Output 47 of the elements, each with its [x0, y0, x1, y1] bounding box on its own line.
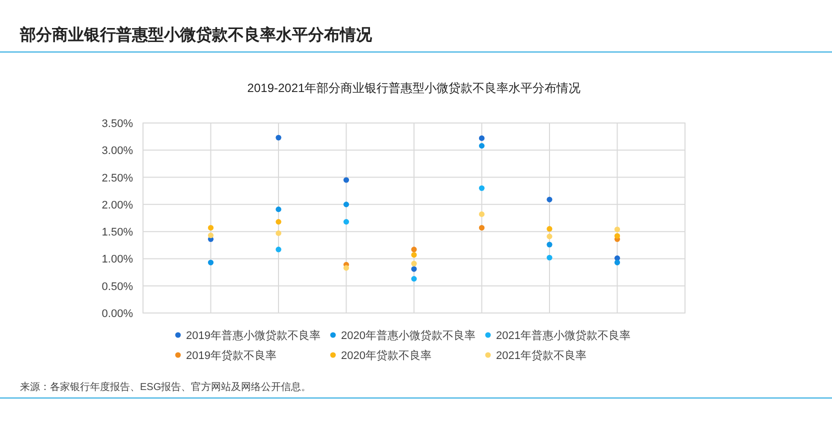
y-tick-label: 3.00% — [102, 145, 134, 158]
point — [343, 219, 350, 225]
point — [614, 226, 620, 232]
point — [276, 206, 282, 212]
point — [478, 143, 485, 149]
point — [208, 232, 214, 238]
point — [343, 265, 350, 271]
legend-label: 2021年普惠小微贷款不良率 — [496, 329, 630, 342]
y-tick-label: 0.00% — [102, 308, 134, 320]
y-tick-label: 0.50% — [102, 280, 134, 293]
point — [208, 224, 214, 231]
point — [208, 260, 214, 266]
chart-subtitle: 2019-2021年部分商业银行普惠型小微贷款不良率水平分布情况 — [247, 81, 581, 95]
point — [411, 266, 417, 272]
source-note: 来源：各家银行年度报告、ESG报告、官方网站及网络公开信息。 — [20, 381, 312, 393]
point — [614, 260, 620, 266]
legend-label: 2021年贷款不良率 — [496, 349, 586, 362]
point — [478, 211, 485, 217]
point — [411, 260, 417, 266]
y-tick-label: 2.00% — [102, 199, 134, 212]
point — [478, 185, 485, 191]
legend-label: 2020年普惠小微贷款不良率 — [341, 329, 476, 342]
point — [546, 226, 552, 232]
point — [276, 219, 282, 225]
point — [614, 233, 620, 239]
point — [478, 135, 485, 141]
chart-title: 部分商业银行普惠型小微贷款不良率水平分布情况 — [19, 25, 373, 44]
point — [478, 224, 485, 231]
point — [546, 254, 552, 260]
y-tick-label: 1.00% — [102, 254, 134, 266]
point — [411, 276, 417, 282]
point — [411, 246, 417, 252]
point — [343, 177, 350, 183]
point — [546, 196, 552, 202]
y-tick-label: 2.50% — [102, 172, 134, 184]
point — [411, 252, 417, 258]
point — [546, 234, 552, 240]
y-tick-label: 3.50% — [102, 118, 134, 130]
point — [276, 134, 282, 140]
y-tick-label: 1.50% — [102, 226, 134, 239]
legend-label: 2019年贷款不良率 — [186, 349, 276, 362]
legend-label: 2019年普惠小微贷款不良率 — [186, 329, 320, 342]
point — [276, 230, 282, 236]
point — [546, 242, 552, 248]
legend-label: 2020年贷款不良率 — [341, 349, 432, 362]
point — [343, 202, 350, 208]
point — [276, 246, 282, 252]
